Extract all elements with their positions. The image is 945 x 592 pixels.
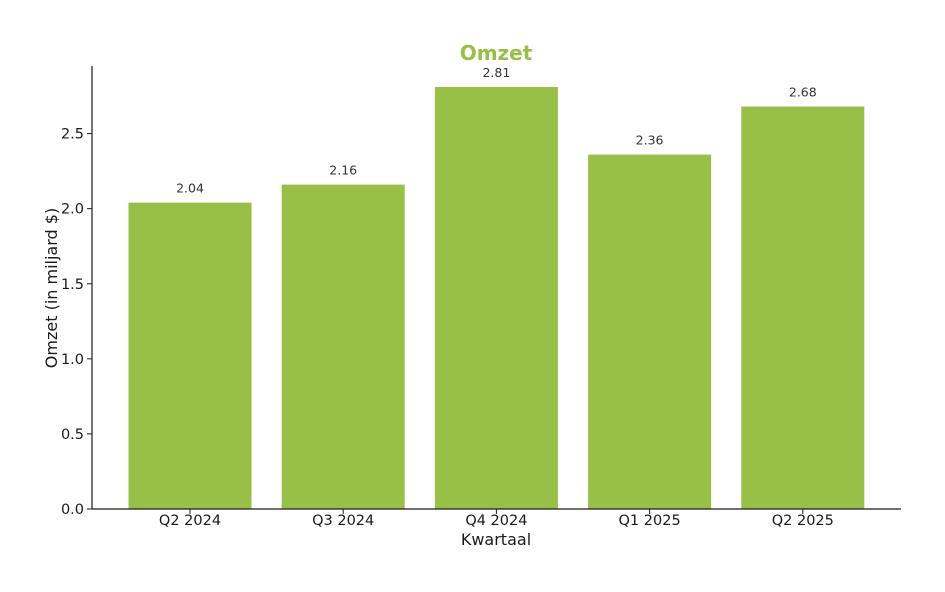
x-tick-label: Q4 2024 [465,513,527,529]
bar-q3-2024 [281,184,405,509]
y-ticks-layer: 0.0 0.5 1.0 1.5 2.0 2.5 [61,127,92,518]
y-tick-label: 1.0 [61,352,84,368]
bar-q2-2024 [128,202,252,509]
data-label: 2.36 [636,133,664,148]
bar-q2-2025 [741,106,865,510]
bar-q4-2024 [434,87,558,510]
y-tick-label: 0.5 [61,427,84,443]
data-label: 2.16 [329,163,357,178]
data-labels-layer: 2.04 2.16 2.81 2.36 2.68 [176,65,817,196]
y-tick-label: 0.0 [61,502,84,518]
data-label: 2.81 [482,65,510,80]
x-ticks-layer: Q2 2024 Q3 2024 Q4 2024 Q1 2025 Q2 2025 [159,509,834,529]
x-tick-label: Q1 2025 [619,513,681,529]
bars-layer [128,87,865,510]
y-tick-label: 2.5 [61,127,84,143]
data-label: 2.68 [789,85,817,100]
x-tick-label: Q2 2024 [159,513,221,529]
y-tick-label: 1.5 [61,277,84,293]
data-label: 2.04 [176,181,204,196]
x-axis-label: Kwartaal [461,530,531,549]
bar-q1-2025 [588,154,712,509]
chart-title: Omzet [460,41,533,65]
x-tick-label: Q2 2025 [772,513,834,529]
y-tick-label: 2.0 [61,202,84,218]
y-axis-label: Omzet (in miljard $) [42,208,61,368]
x-tick-label: Q3 2024 [312,513,374,529]
